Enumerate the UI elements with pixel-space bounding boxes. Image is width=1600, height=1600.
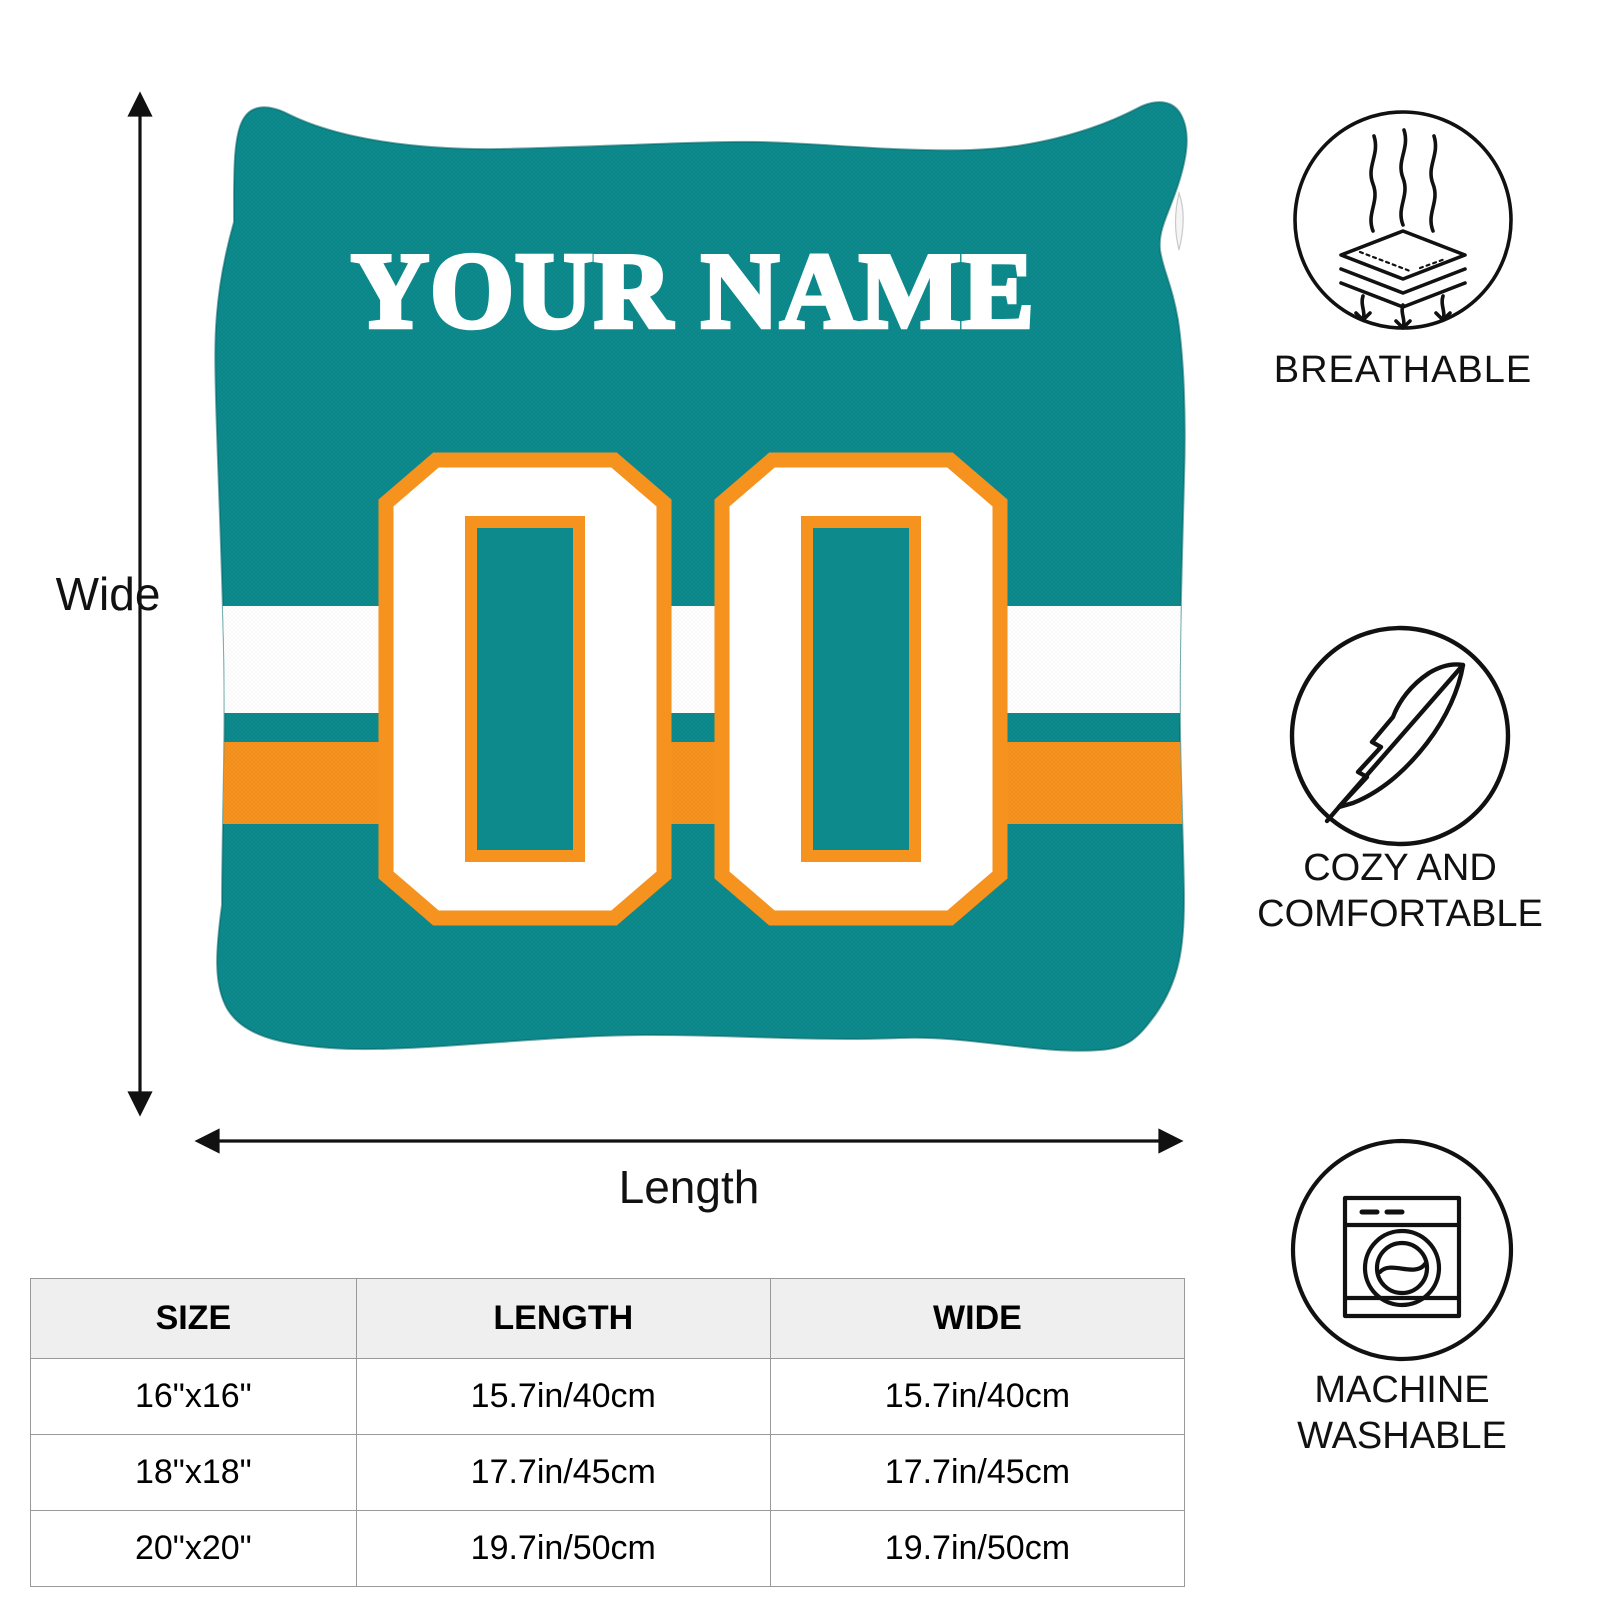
svg-text:BREATHABLE: BREATHABLE xyxy=(1274,349,1532,391)
svg-text:WASHABLE: WASHABLE xyxy=(1297,1415,1507,1457)
svg-text:MACHINE: MACHINE xyxy=(1314,1369,1489,1411)
svg-text:COZY AND: COZY AND xyxy=(1303,847,1497,889)
svg-text:COMFORTABLE: COMFORTABLE xyxy=(1257,893,1543,935)
